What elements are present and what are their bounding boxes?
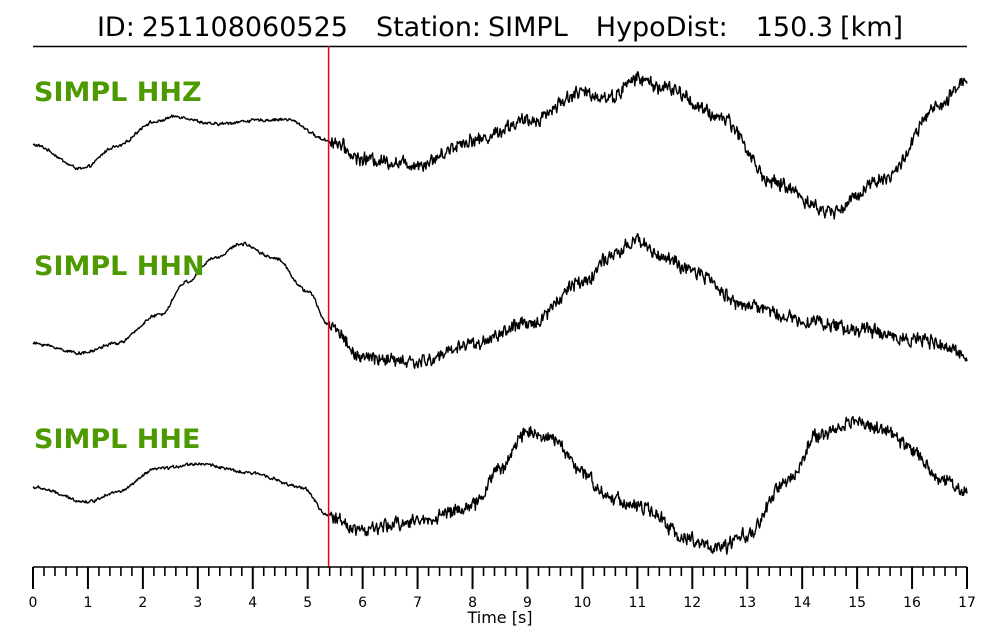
- x-tick-label: 10: [573, 595, 591, 611]
- title-station-label: Station:: [376, 12, 481, 43]
- x-axis-label: Time [s]: [466, 608, 532, 627]
- x-tick-label: 12: [683, 595, 701, 611]
- x-tick-label: 3: [193, 595, 202, 611]
- x-tick-label: 14: [793, 595, 811, 611]
- trace-hhz: [32, 71, 968, 220]
- x-axis: 0 1 2 3 4 5 6 7 8 9 10 11 12 13 14 15 16 17: [29, 566, 976, 611]
- x-tick-label: 9: [523, 595, 532, 611]
- title-hypodist-label: HypoDist:: [596, 12, 728, 43]
- trace-label-hhz: SIMPL HHZ: [34, 77, 202, 108]
- title-station-value: SIMPL: [488, 12, 568, 43]
- x-tick-label: 7: [413, 595, 422, 611]
- x-tick-label: 11: [628, 595, 646, 611]
- title-id-label: ID:: [97, 12, 135, 43]
- trace-hhn: [32, 232, 968, 369]
- title-id-value: 251108060525: [142, 12, 348, 43]
- waveform-traces: [32, 71, 968, 555]
- chart-title: ID: 251108060525 Station: SIMPL HypoDist: 150…: [97, 12, 903, 43]
- x-tick-labels: 0 1 2 3 4 5 6 7 8 9 10 11 12 13 14 15 16 17: [29, 595, 976, 611]
- x-tick-label: 16: [903, 595, 921, 611]
- x-tick-label: 2: [138, 595, 147, 611]
- x-minor-ticks: [43, 567, 957, 576]
- x-tick-label: 5: [303, 595, 312, 611]
- x-tick-label: 17: [958, 595, 976, 611]
- trace-hhe: [32, 415, 968, 555]
- x-tick-label: 1: [83, 595, 92, 611]
- x-tick-label: 4: [248, 595, 257, 611]
- x-tick-label: 15: [848, 595, 866, 611]
- title-hypodist-value: 150.3: [756, 12, 833, 43]
- x-tick-label: 0: [29, 595, 38, 611]
- title-hypodist-unit: [km]: [840, 12, 903, 43]
- trace-label-hhe: SIMPL HHE: [34, 424, 200, 455]
- trace-label-hhn: SIMPL HHN: [34, 251, 205, 282]
- x-tick-label: 8: [468, 595, 477, 611]
- x-major-ticks: [32, 567, 968, 589]
- x-tick-label: 6: [358, 595, 367, 611]
- x-tick-label: 13: [738, 595, 756, 611]
